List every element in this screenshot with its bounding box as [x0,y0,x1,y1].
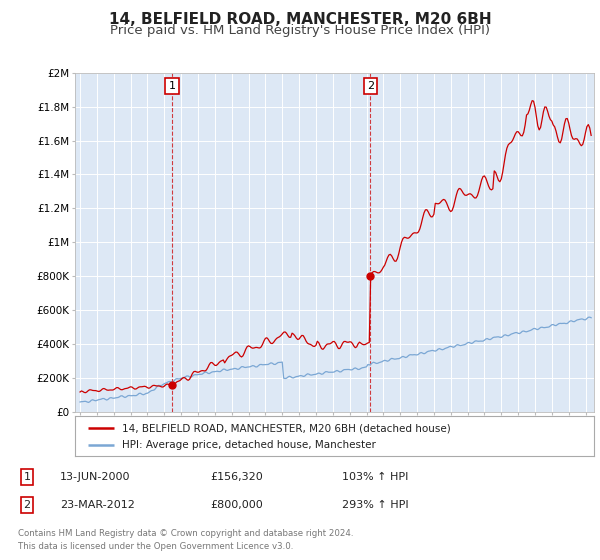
Text: 1: 1 [23,472,31,482]
Text: Price paid vs. HM Land Registry's House Price Index (HPI): Price paid vs. HM Land Registry's House … [110,24,490,37]
Text: 103% ↑ HPI: 103% ↑ HPI [342,472,409,482]
Text: 13-JUN-2000: 13-JUN-2000 [60,472,131,482]
Text: 2: 2 [23,500,31,510]
Text: £800,000: £800,000 [210,500,263,510]
Text: 293% ↑ HPI: 293% ↑ HPI [342,500,409,510]
Text: 14, BELFIELD ROAD, MANCHESTER, M20 6BH: 14, BELFIELD ROAD, MANCHESTER, M20 6BH [109,12,491,27]
Text: HPI: Average price, detached house, Manchester: HPI: Average price, detached house, Manc… [122,440,376,450]
Text: 1: 1 [169,81,175,91]
Text: 14, BELFIELD ROAD, MANCHESTER, M20 6BH (detached house): 14, BELFIELD ROAD, MANCHESTER, M20 6BH (… [122,423,451,433]
Text: 2: 2 [367,81,374,91]
Text: Contains HM Land Registry data © Crown copyright and database right 2024.
This d: Contains HM Land Registry data © Crown c… [18,529,353,550]
Text: £156,320: £156,320 [210,472,263,482]
Text: 23-MAR-2012: 23-MAR-2012 [60,500,135,510]
